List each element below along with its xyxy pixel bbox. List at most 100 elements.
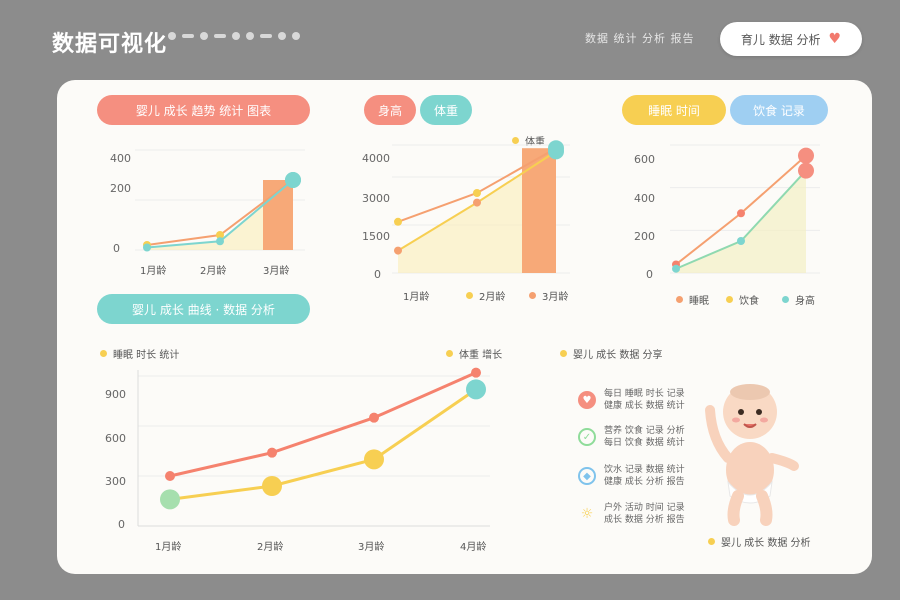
panel3-legend-label: 饮食 (739, 296, 759, 307)
panel2-ytick: 1500 (362, 230, 390, 243)
drop-icon: ◆ (578, 467, 596, 485)
data-point (798, 147, 814, 164)
panel2-legend: 体重 (512, 133, 545, 148)
data-point (160, 489, 180, 510)
legend-dot (782, 296, 789, 303)
data-point (471, 367, 481, 378)
heart-icon: ♥ (828, 31, 842, 47)
list-item-title: 户外 活动 时间 记录 (604, 503, 685, 513)
header-action-button[interactable]: 育儿 数据 分析 ♥ (720, 22, 862, 56)
series-line (169, 388, 477, 501)
list-item-title: 每日 睡眠 时长 记录 (604, 389, 685, 399)
baby-illustration (705, 384, 799, 526)
legend-dot (466, 292, 473, 299)
data-point (143, 243, 151, 252)
panel2-chart (392, 140, 570, 274)
legend-right-label: 体重 增长 (459, 350, 503, 361)
data-point (473, 189, 481, 197)
info-list-heading: 婴儿 成长 数据 分享 (560, 346, 663, 361)
list-item[interactable]: ◆ 饮水 记录 数据 统计 健康 成长 分析 报告 (578, 464, 685, 488)
data-point (737, 209, 745, 218)
panel3-legend-item: 饮食 (726, 292, 759, 307)
data-point (737, 237, 745, 245)
panel1-chart (135, 149, 305, 252)
area-fill (676, 170, 806, 273)
heart-icon: ♥ (578, 391, 596, 409)
info-heading-label: 婴儿 成长 数据 分享 (573, 350, 663, 361)
header-decoration (168, 32, 300, 40)
legend-dot (708, 538, 715, 545)
panel3-ytick: 0 (646, 268, 653, 281)
panel1-title-pill[interactable]: 婴儿 成长 趋势 统计 图表 (97, 95, 310, 125)
panel3-ytick: 600 (634, 153, 655, 166)
data-point (394, 217, 402, 226)
panel2-legend-label: 体重 (525, 137, 545, 148)
data-point (267, 447, 277, 458)
main-ytick: 300 (105, 475, 126, 488)
data-point (548, 143, 564, 160)
data-point (165, 471, 175, 481)
main-xtick: 4月龄 (460, 542, 487, 553)
legend-left-label: 睡眠 时长 统计 (113, 350, 180, 361)
baby-caption: 婴儿 成长 数据 分析 (708, 534, 811, 549)
panel2-xlegend: 2月龄 (466, 288, 505, 303)
list-item-subtitle: 健康 成长 数据 统计 (604, 401, 685, 411)
panel2-xlegend: 3月龄 (529, 288, 568, 303)
leaf-icon: ✓ (578, 428, 596, 446)
legend-dot (512, 137, 519, 144)
sun-icon: ☼ (580, 506, 594, 522)
panel2-pill-a[interactable]: 身高 (364, 95, 416, 125)
list-item-subtitle: 健康 成长 分析 报告 (604, 477, 685, 487)
data-point (364, 449, 384, 470)
legend-dot (726, 296, 733, 303)
panel3-pill-a[interactable]: 睡眠 时间 (622, 95, 726, 125)
list-item[interactable]: ♥ 每日 睡眠 时长 记录 健康 成长 数据 统计 (578, 388, 685, 412)
header-button-label: 育儿 数据 分析 (740, 32, 821, 47)
panel3-chart (670, 144, 820, 274)
area-fill (147, 180, 293, 250)
main-xtick: 2月龄 (257, 542, 284, 553)
data-point (369, 412, 379, 423)
list-item[interactable]: ☼ 户外 活动 时间 记录 成长 数据 分析 报告 (578, 502, 685, 526)
panel1-xtick: 3月龄 (263, 266, 290, 277)
list-item-title: 饮水 记录 数据 统计 (604, 465, 685, 475)
data-point (672, 264, 680, 273)
panel2-ytick: 3000 (362, 192, 390, 205)
data-point (262, 476, 282, 496)
main-chart-legend-right: 体重 增长 (446, 346, 502, 361)
legend-dot (529, 292, 536, 299)
legend-dot (100, 350, 107, 357)
panel1-ytick: 400 (110, 152, 131, 165)
header-subtitle: 数据 统计 分析 报告 (585, 32, 695, 45)
data-point (798, 162, 814, 179)
main-ytick: 900 (105, 388, 126, 401)
list-item-title: 营养 饮食 记录 分析 (604, 426, 685, 436)
main-chart-legend-left: 睡眠 时长 统计 (100, 346, 179, 361)
panel1-ytick: 200 (110, 182, 131, 195)
panel3-legend-label: 身高 (795, 296, 815, 307)
list-item-subtitle: 成长 数据 分析 报告 (604, 515, 685, 525)
panel3-pill-b[interactable]: 饮食 记录 (730, 95, 828, 125)
panel3-legend-label: 睡眠 (689, 296, 709, 307)
panel2-ytick: 0 (374, 268, 381, 281)
panel2-pill-b[interactable]: 体重 (420, 95, 472, 125)
panel3-legend-item: 身高 (782, 292, 815, 307)
highlight-bar (522, 148, 556, 273)
panel3-ytick: 400 (634, 192, 655, 205)
panel2-xlegend: 1月龄 (403, 288, 429, 303)
baby-caption-label: 婴儿 成长 数据 分析 (721, 538, 811, 549)
data-point (394, 246, 402, 255)
data-point (285, 172, 301, 188)
main-xtick: 3月龄 (358, 542, 385, 553)
panel3-ytick: 200 (634, 230, 655, 243)
data-point (466, 379, 486, 400)
list-item-subtitle: 每日 饮食 数据 统计 (604, 438, 685, 448)
data-point (473, 198, 481, 207)
panel2-xtick: 2月龄 (479, 292, 506, 303)
area-fill (398, 151, 556, 273)
list-item[interactable]: ✓ 营养 饮食 记录 分析 每日 饮食 数据 统计 (578, 425, 685, 449)
section2-title-pill[interactable]: 婴儿 成长 曲线 · 数据 分析 (97, 294, 310, 324)
page-title: 数据可视化 (52, 32, 168, 57)
main-ytick: 600 (105, 432, 126, 445)
main-ytick: 0 (118, 518, 125, 531)
